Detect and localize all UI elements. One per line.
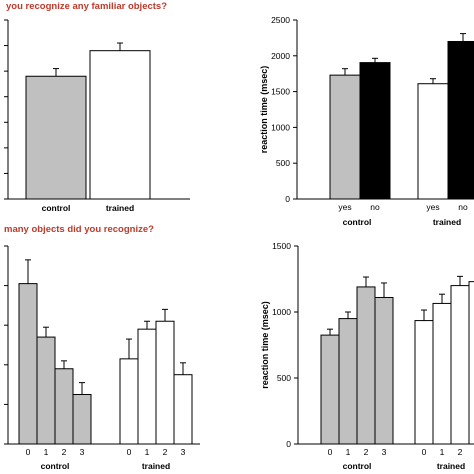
group-label: control — [343, 217, 372, 227]
bar — [329, 74, 361, 200]
bar — [36, 336, 56, 445]
y-tick-label: 500 — [276, 158, 290, 168]
y-axis-label: reaction time (msec) — [259, 66, 269, 154]
charts-group: control trained05001000150020002500reacti… — [4, 15, 474, 471]
category-label: 2 — [163, 447, 168, 457]
bar — [173, 374, 193, 445]
bar — [359, 62, 391, 200]
group-label: control — [41, 461, 70, 471]
chart-top-left: control trained — [4, 19, 190, 213]
category-label: 1 — [440, 447, 445, 457]
category-label: yes — [426, 202, 439, 212]
group-label: trained — [433, 217, 461, 227]
bar — [155, 320, 175, 445]
category-label: 1 — [346, 447, 351, 457]
bar — [356, 286, 376, 445]
bar — [18, 283, 38, 445]
y-tick-label: 1500 — [271, 87, 290, 97]
bar — [89, 50, 151, 200]
bar — [54, 368, 74, 445]
y-tick-label: 1000 — [271, 122, 290, 132]
bar — [137, 328, 157, 445]
y-tick-label: 0 — [285, 194, 290, 204]
category-label: 2 — [458, 447, 463, 457]
bar — [374, 296, 394, 445]
y-axis-label: reaction time (msec) — [260, 301, 270, 389]
chart-bottom-left: 0 1 2 3 control 0 1 2 3 trained — [4, 245, 200, 471]
category-label: no — [458, 202, 468, 212]
bar — [25, 75, 87, 200]
y-tick-label: 1000 — [272, 307, 291, 317]
bar — [72, 394, 92, 445]
bar — [320, 334, 340, 445]
category-label: 0 — [422, 447, 427, 457]
y-tick-label: 1500 — [272, 241, 291, 251]
bar — [450, 285, 470, 445]
category-label: 0 — [328, 447, 333, 457]
chart-top-right: 0 500 1000 1500 2000 2500 reaction time (msec)… — [259, 15, 474, 227]
y-tick-label: 2500 — [271, 15, 290, 25]
category-label: 2 — [62, 447, 67, 457]
category-label: no — [370, 202, 380, 212]
y-tick-label: 0 — [286, 439, 291, 449]
category-label: 0 — [127, 447, 132, 457]
bar — [417, 83, 449, 200]
group-label: trained — [437, 461, 465, 471]
bar — [468, 281, 474, 445]
category-label: yes — [338, 202, 351, 212]
category-label: control — [42, 203, 71, 213]
category-label: 0 — [26, 447, 31, 457]
category-label: 1 — [44, 447, 49, 457]
category-label: 3 — [382, 447, 387, 457]
category-label: 3 — [181, 447, 186, 457]
group-label: trained — [142, 461, 170, 471]
bar — [119, 358, 139, 445]
y-tick-label: 2000 — [271, 51, 290, 61]
category-label: 2 — [364, 447, 369, 457]
group-label: control — [343, 461, 372, 471]
category-label: trained — [106, 203, 134, 213]
question-bottom: many objects did you recognize? — [4, 224, 154, 235]
chart-bottom-right: 0 500 1000 1500 reaction time (msec) 0 1 2 3 cont… — [260, 241, 474, 471]
category-label: 3 — [80, 447, 85, 457]
category-label: 1 — [145, 447, 150, 457]
bar — [432, 302, 452, 445]
question-top: you recognize any familiar objects? — [6, 1, 167, 12]
bar — [338, 318, 358, 445]
bar — [447, 40, 474, 200]
bar — [414, 320, 434, 445]
y-tick-label: 500 — [277, 373, 291, 383]
